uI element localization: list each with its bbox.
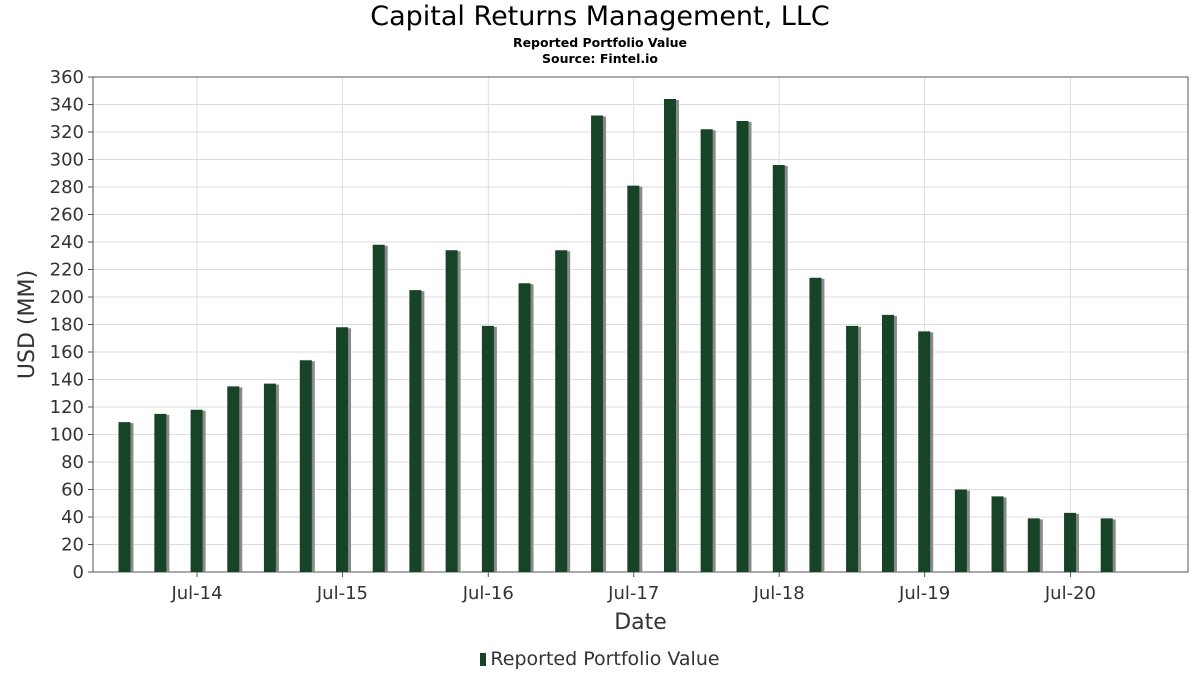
y-axis-title: USD (MM) (15, 270, 40, 379)
y-tick-label: 0 (73, 562, 84, 583)
bar (518, 283, 531, 572)
chart-subtitle: Reported Portfolio Value (512, 35, 688, 50)
y-tick-label: 340 (50, 95, 84, 116)
bar (481, 325, 494, 572)
bar (263, 383, 276, 572)
bar (736, 121, 749, 572)
bar (846, 325, 859, 572)
bar (627, 185, 640, 572)
y-tick-label: 280 (50, 177, 84, 198)
y-tick-label: 180 (50, 315, 84, 336)
bar (409, 290, 422, 572)
x-tick-label: Jul-20 (1044, 583, 1096, 604)
y-tick-label: 360 (50, 67, 84, 88)
x-tick-label: Jul-19 (898, 583, 950, 604)
x-axis-ticks: Jul-14 Jul-15 Jul-16 Jul-17 Jul-18 Jul-19 Jul-… (170, 572, 1096, 604)
bar (591, 115, 604, 572)
bar (372, 244, 385, 572)
x-axis-title: Date (614, 610, 667, 635)
bar (118, 422, 131, 572)
bar (809, 277, 822, 572)
y-tick-label: 260 (50, 205, 84, 226)
y-tick-label: 220 (50, 260, 84, 281)
x-tick-label: Jul-18 (753, 583, 805, 604)
y-tick-label: 160 (50, 342, 84, 363)
y-tick-label: 100 (50, 425, 84, 446)
bar-chart: 0 20 40 60 80 100 120 140 160 180 200 220 240 260 280 3… (15, 67, 1189, 635)
bar (445, 250, 458, 572)
bar (1027, 518, 1040, 572)
y-tick-label: 300 (50, 150, 84, 171)
y-tick-label: 200 (50, 287, 84, 308)
y-tick-label: 40 (61, 507, 84, 528)
bar (154, 413, 167, 572)
bar (1100, 518, 1113, 572)
legend-label: Reported Portfolio Value (490, 648, 720, 670)
y-tick-label: 320 (50, 122, 84, 143)
legend-swatch (480, 653, 487, 666)
y-tick-label: 240 (50, 232, 84, 253)
x-tick-label: Jul-17 (607, 583, 659, 604)
y-tick-label: 20 (61, 535, 84, 556)
bar (555, 250, 568, 572)
chart-title: Capital Returns Management, LLC (370, 1, 830, 32)
y-tick-label: 120 (50, 397, 84, 418)
bar (954, 489, 967, 572)
bar (190, 409, 203, 572)
bar (1064, 512, 1077, 572)
x-tick-label: Jul-15 (316, 583, 368, 604)
bar (700, 129, 713, 572)
y-tick-label: 60 (61, 480, 84, 501)
y-tick-label: 140 (50, 370, 84, 391)
bar (991, 496, 1004, 572)
bar (336, 327, 349, 572)
bar (227, 386, 240, 572)
bar (663, 99, 676, 572)
y-axis-ticks: 0 20 40 60 80 100 120 140 160 180 200 220 240 260 280 3… (50, 67, 93, 583)
bars (118, 99, 1116, 572)
x-tick-label: Jul-16 (462, 583, 514, 604)
y-tick-label: 80 (61, 452, 84, 473)
chart-source: Source: Fintel.io (542, 51, 658, 66)
bar (918, 331, 931, 572)
legend: Reported Portfolio Value (0, 648, 1200, 670)
bar (299, 360, 312, 572)
bar (772, 165, 785, 572)
bar (881, 314, 894, 572)
x-tick-label: Jul-14 (170, 583, 222, 604)
